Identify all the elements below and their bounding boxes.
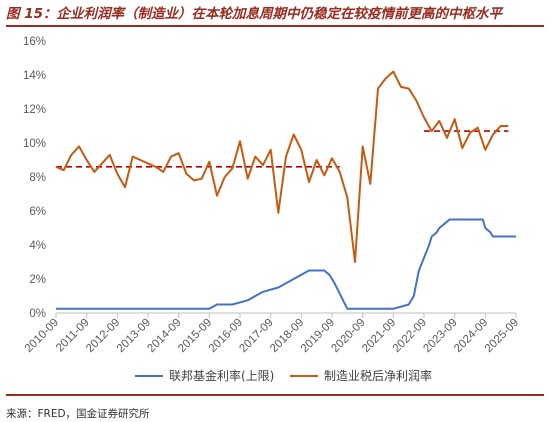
y-axis-labels: 0% 2% 4% 6% 8% 10% 12% 14% 16% xyxy=(23,36,46,320)
y-tick-label: 10% xyxy=(23,138,46,150)
legend: 联邦基金利率(上限) 制造业税后净利润率 xyxy=(135,368,432,383)
y-tick-label: 4% xyxy=(29,240,46,252)
source-note-bar: 来源：FRED，国金证券研究所 xyxy=(6,394,544,421)
series-line-margin xyxy=(55,70,509,263)
y-tick-label: 8% xyxy=(29,172,46,184)
x-axis-labels: 2010-092011-092012-092013-092014-092015-… xyxy=(23,317,521,355)
series-line-fed xyxy=(56,218,516,310)
y-tick-label: 14% xyxy=(23,70,46,82)
series-lines xyxy=(55,70,516,310)
legend-label-margin: 制造业税后净利润率 xyxy=(324,368,432,383)
source-note: 来源：FRED，国金证券研究所 xyxy=(6,408,150,420)
figure-title: 图 15：企业利润率（制造业）在本轮加息周期中仍稳定在较疫情前更高的中枢水平 xyxy=(6,6,502,22)
legend-label-fed: 联邦基金利率(上限) xyxy=(169,368,274,383)
y-tick-label: 2% xyxy=(29,274,46,286)
figure-title-bar: 图 15：企业利润率（制造业）在本轮加息周期中仍稳定在较疫情前更高的中枢水平 xyxy=(6,3,544,27)
reference-lines xyxy=(56,130,509,168)
x-tick-label: 2025-09 xyxy=(483,317,521,355)
x-tick-label: 2010-09 xyxy=(23,317,61,355)
line-chart: 0% 2% 4% 6% 8% 10% 12% 14% 16% 2010-092011-09201… xyxy=(23,36,521,383)
x-axis-ticks xyxy=(55,313,517,318)
y-tick-label: 6% xyxy=(29,206,46,218)
y-tick-label: 12% xyxy=(23,104,46,116)
y-tick-label: 16% xyxy=(23,36,46,48)
y-tick-label: 0% xyxy=(29,308,46,320)
